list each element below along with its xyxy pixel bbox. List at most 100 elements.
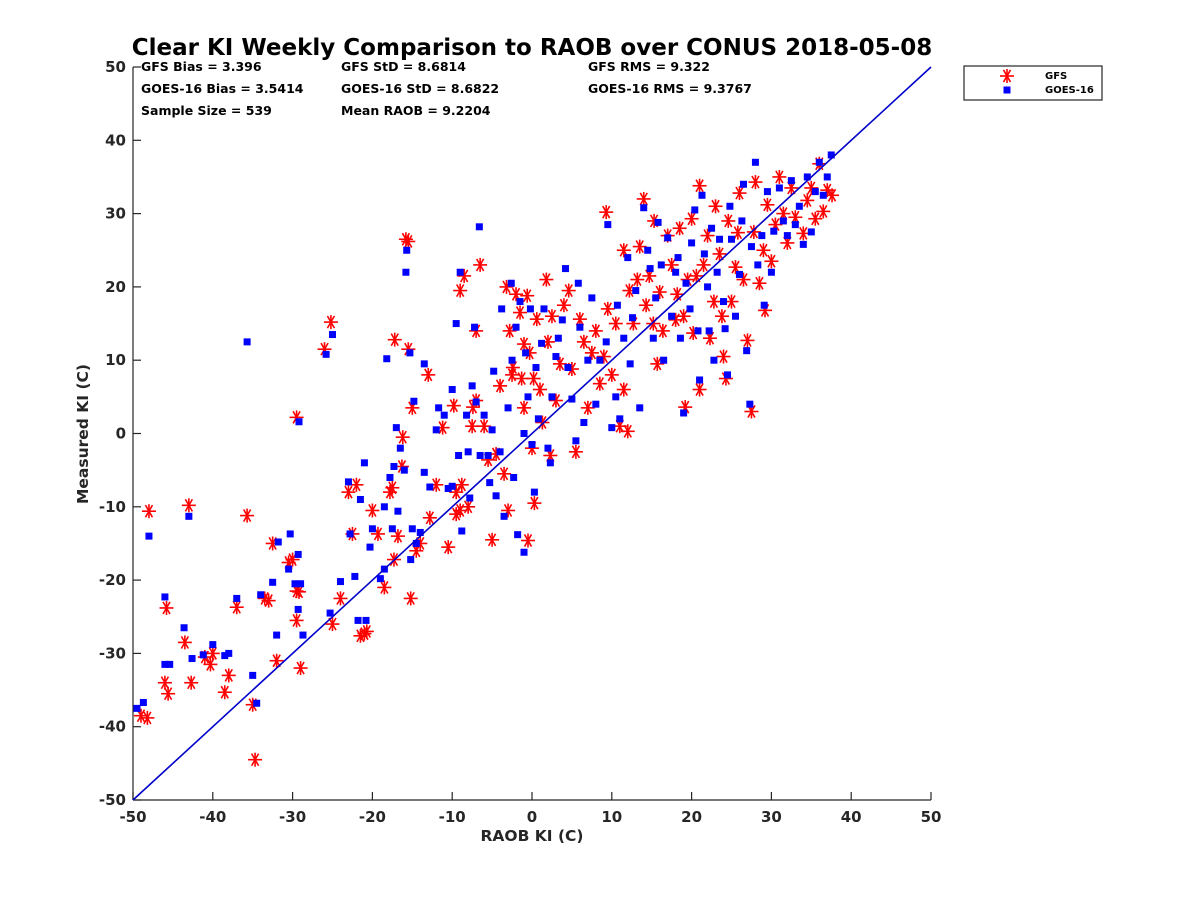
- x-tick-label: -20: [359, 808, 386, 826]
- gfs-point: [517, 400, 532, 415]
- goes-16-point: [636, 404, 644, 412]
- goes-16-point: [253, 699, 261, 707]
- goes-16-point: [180, 624, 188, 632]
- goes-16-point: [746, 400, 754, 408]
- goes-16-point: [811, 188, 819, 196]
- gfs-point: [600, 301, 615, 316]
- goes-16-point: [396, 444, 404, 452]
- legend: GFS GOES-16: [963, 65, 1103, 101]
- goes-16-point: [646, 265, 654, 273]
- gfs-point: [800, 193, 815, 208]
- gfs-point: [684, 211, 699, 226]
- gfs-point: [772, 169, 787, 184]
- goes-16-point: [456, 268, 464, 276]
- gfs-point: [730, 225, 745, 240]
- gfs-point: [401, 234, 416, 249]
- x-tick-label: -10: [439, 808, 466, 826]
- goes-16-point: [351, 572, 359, 580]
- y-tick-label: 10: [105, 351, 126, 369]
- goes-16-point: [760, 301, 768, 309]
- goes-16-point: [488, 426, 496, 434]
- goes-16-point: [612, 393, 620, 401]
- gfs-point: [293, 661, 308, 676]
- goes-16-point: [403, 246, 411, 254]
- goes-16-point: [406, 349, 414, 357]
- gfs-point: [140, 710, 155, 725]
- gfs-point: [157, 675, 172, 690]
- goes-16-point: [682, 279, 690, 287]
- goes-16-point: [516, 298, 524, 306]
- goes-16-point: [775, 184, 783, 192]
- goes-16-point: [588, 294, 596, 302]
- gfs-point: [540, 334, 555, 349]
- goes-16-point: [608, 424, 616, 432]
- goes-16-point: [452, 320, 460, 328]
- gfs-point: [604, 367, 619, 382]
- gfs-point: [756, 243, 771, 258]
- goes-16-point: [273, 631, 281, 639]
- gfs-point: [650, 356, 665, 371]
- gfs-point: [240, 508, 255, 523]
- goes-16-point: [133, 704, 141, 712]
- goes-16-point: [386, 473, 394, 481]
- gfs-point: [499, 279, 514, 294]
- goes-16-point: [540, 305, 548, 313]
- goes-16-point: [668, 312, 676, 320]
- gfs-point: [441, 540, 456, 555]
- goes-16-point: [510, 473, 518, 481]
- gfs-point: [521, 533, 536, 548]
- goes-16-point: [708, 224, 716, 232]
- gfs-point: [539, 272, 554, 287]
- x-tick-label: 20: [681, 808, 702, 826]
- goes-16-point: [728, 235, 735, 243]
- y-tick-label: 20: [105, 278, 126, 296]
- goes-16-point: [538, 339, 546, 347]
- goes-16-point: [410, 397, 418, 405]
- gfs-point: [736, 272, 751, 287]
- goes-16-point: [199, 651, 207, 659]
- gfs-point: [696, 257, 711, 272]
- gfs-point: [672, 221, 687, 236]
- goes-16-point: [407, 556, 415, 564]
- gfs-point: [580, 400, 595, 415]
- goes-16-point: [654, 218, 662, 226]
- goes-16-point: [463, 411, 471, 419]
- gfs-point: [422, 510, 437, 525]
- goes-16-point: [660, 356, 668, 364]
- y-tick-label: 40: [105, 131, 126, 149]
- goes-16-point: [486, 479, 494, 487]
- goes-16-point: [145, 532, 153, 540]
- goes-16-point: [383, 355, 391, 363]
- goes-16-point: [344, 478, 352, 486]
- goes-16-point: [322, 350, 330, 358]
- x-tick-label: -40: [199, 808, 226, 826]
- goes-16-point: [819, 191, 827, 199]
- gfs-point: [760, 197, 775, 212]
- goes-16-point: [507, 279, 515, 287]
- goes-16-point: [233, 594, 241, 602]
- goes-16-point: [496, 448, 504, 456]
- gfs-point: [446, 398, 461, 413]
- gfs-point: [341, 485, 356, 500]
- goes-16-point: [624, 254, 632, 262]
- goes-16-point: [366, 543, 374, 551]
- goes-16-point: [297, 580, 305, 588]
- goes-16-point: [735, 270, 743, 278]
- gfs-point: [217, 685, 232, 700]
- gfs-point: [592, 376, 607, 391]
- goes-16-point: [584, 356, 592, 364]
- x-tick-label: 50: [921, 808, 942, 826]
- goes-16-point: [657, 261, 665, 269]
- x-tick-label: -30: [279, 808, 306, 826]
- gfs-point: [732, 186, 747, 201]
- goes-16-point: [524, 393, 532, 401]
- goes-16-point: [376, 575, 384, 583]
- gfs-point: [527, 496, 542, 511]
- chart-title: Clear KI Weekly Comparison to RAOB over …: [132, 35, 932, 61]
- goes-16-point: [743, 347, 751, 355]
- goes-16-point: [644, 246, 652, 254]
- goes-16-point: [596, 356, 604, 364]
- goes-16-point: [680, 409, 688, 417]
- goes-16-point: [674, 254, 682, 262]
